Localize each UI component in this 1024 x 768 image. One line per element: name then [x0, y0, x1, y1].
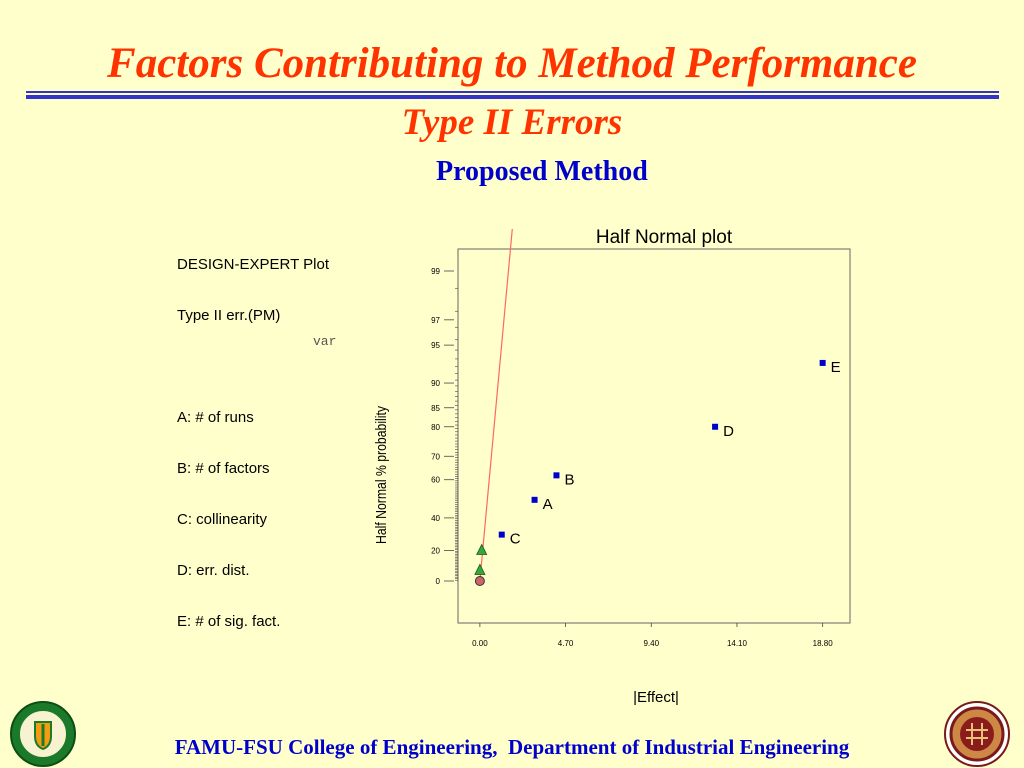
- x-axis-label: |Effect|: [633, 689, 679, 706]
- effect-label: B: [564, 471, 574, 488]
- title-rule-thick: [26, 95, 999, 99]
- error-term-triangle: [476, 543, 488, 555]
- x-tick-label: 14.10: [727, 639, 748, 648]
- design-info-line: B: # of factors: [177, 460, 270, 477]
- y-tick-label: 99: [431, 267, 440, 276]
- effect-point: [498, 531, 505, 538]
- effect-label: E: [831, 359, 841, 376]
- famu-seal-logo: [10, 701, 76, 767]
- error-term-circle: [474, 576, 485, 586]
- design-info-line: Type II err.(PM): [177, 307, 281, 324]
- slide-subtitle: Type II Errors: [401, 102, 623, 143]
- chart-title: Half Normal plot: [596, 227, 733, 248]
- design-info-line: C: collinearity: [177, 511, 268, 528]
- y-tick-label: 97: [431, 316, 440, 325]
- var-label: var: [313, 334, 337, 349]
- x-tick-label: 4.70: [558, 639, 574, 648]
- title-rule-thin: [26, 91, 999, 93]
- y-tick-label: 70: [431, 452, 440, 461]
- plot-frame: [457, 248, 851, 624]
- x-tick-label: 18.80: [813, 639, 834, 648]
- x-tick-label: 9.40: [643, 639, 659, 648]
- y-tick-label: 80: [431, 423, 440, 432]
- design-info: DESIGN-EXPERT Plot Type II err.(PM) A: #…: [177, 222, 329, 647]
- y-tick-label: 60: [431, 476, 440, 485]
- slide-title: Factors Contributing to Method Performan…: [107, 40, 917, 87]
- fit-line: [479, 228, 513, 582]
- design-info-line: D: err. dist.: [177, 562, 250, 579]
- effect-label: A: [543, 496, 553, 513]
- footer-text: FAMU-FSU College of Engineering, Departm…: [174, 735, 850, 759]
- effect-label: C: [510, 531, 521, 548]
- y-tick-label: 95: [431, 341, 440, 350]
- y-axis-label: Half Normal % probability: [373, 406, 390, 544]
- error-term-triangle: [474, 563, 486, 575]
- effect-point: [531, 496, 538, 503]
- x-tick-label: 0.00: [472, 639, 488, 648]
- y-tick-label: 40: [431, 514, 440, 523]
- design-info-line: E: # of sig. fact.: [177, 613, 281, 630]
- fsu-seal-logo: [944, 701, 1010, 767]
- effect-point: [553, 472, 560, 479]
- section-title: Proposed Method: [436, 156, 648, 187]
- effect-point: [819, 359, 826, 366]
- design-info-line: A: # of runs: [177, 409, 254, 426]
- design-info-line: DESIGN-EXPERT Plot: [177, 256, 329, 273]
- half-normal-plot: Half Normal plot 0 20 40 60 70 80 85 90 95 97 99 0.0…: [373, 227, 851, 706]
- y-tick-label: 90: [431, 379, 440, 388]
- design-info-line: [177, 358, 329, 375]
- effect-point: [712, 423, 719, 430]
- y-tick-label: 85: [431, 404, 440, 413]
- y-tick-label: 20: [431, 547, 440, 556]
- y-tick-label: 0: [436, 577, 441, 586]
- effect-label: D: [723, 423, 734, 440]
